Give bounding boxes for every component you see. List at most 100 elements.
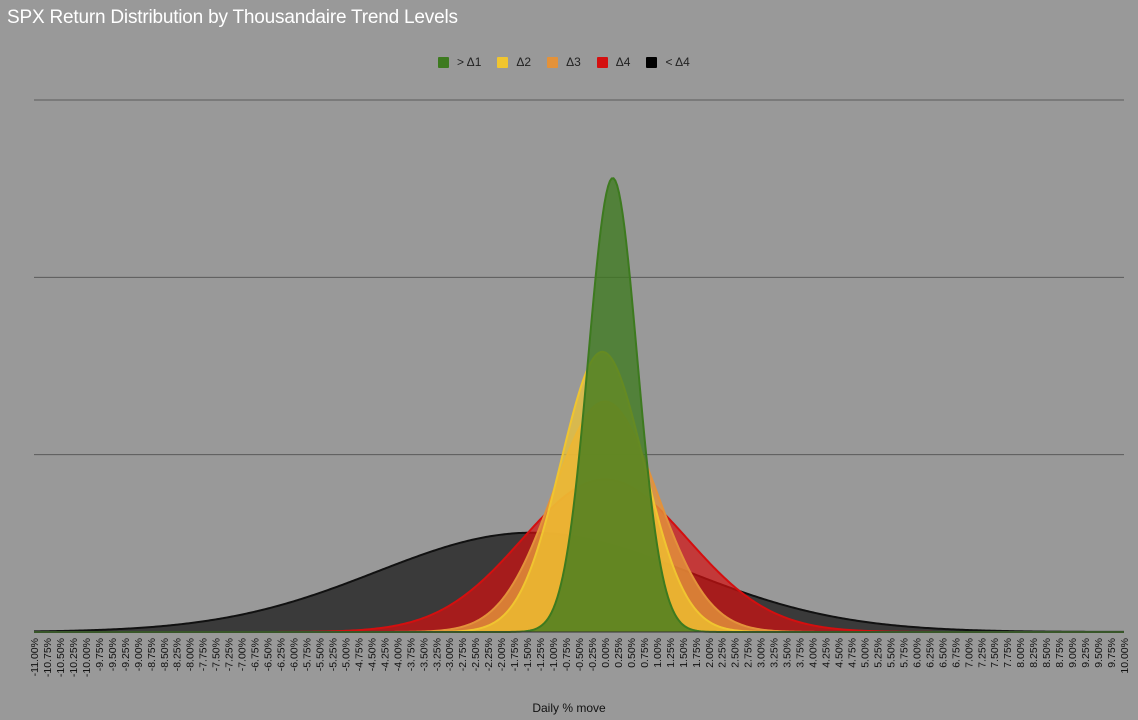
x-tick-label: -3.25%: [431, 638, 443, 671]
legend-label-d3: Δ3: [566, 55, 581, 69]
x-tick-label: -5.00%: [340, 638, 352, 671]
legend-swatch-lt-d4: [646, 56, 658, 68]
x-tick-label: -7.50%: [211, 638, 223, 671]
x-tick-label: 4.25%: [821, 638, 833, 668]
x-tick-label: 3.00%: [756, 638, 768, 668]
x-tick-label: -8.50%: [159, 638, 171, 671]
legend-swatch-d4: [596, 56, 608, 68]
x-tick-label: -0.50%: [574, 638, 586, 671]
legend-label-d4: Δ4: [615, 55, 631, 69]
x-tick-label: 9.50%: [1093, 638, 1105, 668]
x-tick-label: 10.00%: [1119, 638, 1131, 674]
x-tick-label: 4.75%: [847, 638, 859, 668]
x-tick-label: -10.25%: [68, 638, 80, 677]
x-tick-label: 7.50%: [989, 638, 1001, 668]
x-tick-label: -8.00%: [185, 638, 197, 671]
x-tick-label: -9.75%: [94, 638, 106, 671]
x-tick-label: -1.25%: [535, 638, 547, 671]
legend-item-gt-d1[interactable]: > Δ1: [438, 55, 481, 69]
legend-item-d4[interactable]: Δ4: [596, 55, 631, 69]
x-axis-title: Daily % move: [532, 701, 606, 715]
x-tick-label: -11.00%: [29, 638, 41, 676]
series-area-gt-d1[interactable]: [34, 178, 1124, 632]
x-tick-label: 1.00%: [652, 638, 664, 668]
x-tick-label: -4.00%: [392, 638, 404, 671]
legend-item-lt-d4[interactable]: < Δ4: [646, 55, 690, 69]
x-tick-label: 5.00%: [859, 638, 871, 668]
x-tick-label: -6.25%: [276, 638, 288, 671]
x-tick-label: -2.50%: [470, 638, 482, 671]
x-tick-label: -10.75%: [42, 638, 54, 677]
x-tick-label: 3.50%: [782, 638, 794, 668]
x-tick-label: 9.00%: [1067, 638, 1079, 668]
legend-label-gt-d1: > Δ1: [457, 55, 482, 69]
x-tick-label: 8.50%: [1041, 638, 1053, 668]
x-tick-label: 5.25%: [872, 638, 884, 668]
legend-swatch-d3: [547, 56, 559, 68]
x-tick-label: 5.50%: [885, 638, 897, 668]
x-tick-label: -8.25%: [172, 638, 184, 671]
x-tick-label: 9.75%: [1106, 638, 1118, 668]
x-tick-label: 5.75%: [898, 638, 910, 668]
x-tick-label: -2.75%: [457, 638, 469, 671]
legend-label-d2: Δ2: [516, 55, 532, 69]
x-tick-label: 4.00%: [808, 638, 820, 668]
x-axis: -11.00% -10.75% -10.50% -10.25% -10.00% -9.75…: [29, 631, 1131, 677]
x-tick-label: -3.00%: [444, 638, 456, 671]
x-tick-label: -6.00%: [289, 638, 301, 671]
x-tick-label: -3.75%: [405, 638, 417, 671]
x-tick-label: -5.50%: [314, 638, 326, 671]
x-tick-label: 2.25%: [717, 638, 729, 668]
x-tick-label: -6.50%: [263, 638, 275, 671]
x-tick-label: -4.25%: [379, 638, 391, 671]
x-tick-label: -10.00%: [81, 638, 93, 677]
x-tick-label: 7.25%: [976, 638, 988, 668]
x-tick-label: 8.00%: [1015, 638, 1027, 668]
x-tick-label: -2.25%: [483, 638, 495, 671]
x-tick-label: -7.00%: [237, 638, 249, 671]
legend-item-d3[interactable]: Δ3: [547, 55, 581, 69]
x-tick-label: -5.75%: [302, 638, 314, 671]
x-tick-label: 1.25%: [665, 638, 677, 668]
x-tick-label: 2.50%: [730, 638, 742, 668]
x-tick-label: -0.75%: [561, 638, 573, 671]
x-tick-label: 2.75%: [743, 638, 755, 668]
x-tick-label: 1.75%: [691, 638, 703, 668]
x-tick-label: 6.00%: [911, 638, 923, 668]
x-tick-label: -4.75%: [353, 638, 365, 671]
x-tick-label: 3.25%: [769, 638, 781, 668]
x-tick-label: -9.00%: [133, 638, 145, 671]
x-tick-label: 1.50%: [678, 638, 690, 668]
series-areas: [33, 177, 1125, 633]
x-tick-label: 8.75%: [1054, 638, 1066, 668]
x-tick-label: -9.50%: [107, 638, 119, 671]
x-tick-label: -2.00%: [496, 638, 508, 671]
legend-swatch-gt-d1: [438, 56, 449, 68]
x-tick-label: -5.25%: [327, 638, 339, 671]
legend-swatch-d2: [497, 56, 509, 68]
chart-legend: > Δ1 Δ2 Δ3 Δ4 < Δ4: [438, 55, 706, 69]
x-tick-label: 9.25%: [1080, 638, 1092, 668]
x-tick-label: 4.50%: [834, 638, 846, 668]
x-tick-label: 6.25%: [924, 638, 936, 668]
x-tick-label: -10.50%: [55, 638, 67, 677]
legend-item-d2[interactable]: Δ2: [497, 55, 531, 69]
x-tick-label: 0.00%: [600, 638, 612, 668]
x-tick-label: -1.00%: [548, 638, 560, 671]
legend-label-lt-d4: < Δ4: [665, 55, 690, 69]
x-tick-label: -4.50%: [366, 638, 378, 671]
x-tick-label: -1.75%: [509, 638, 521, 671]
x-tick-label: 0.50%: [626, 638, 638, 668]
x-tick-label: -6.75%: [250, 638, 262, 671]
x-tick-label: -7.25%: [224, 638, 236, 671]
x-tick-label: 8.25%: [1028, 638, 1040, 668]
x-tick-label: -9.25%: [120, 638, 132, 671]
x-tick-label: 6.50%: [937, 638, 949, 668]
x-tick-label: 6.75%: [950, 638, 962, 668]
x-tick-label: -8.75%: [146, 638, 158, 671]
x-tick-label: 3.75%: [795, 638, 807, 668]
x-tick-label: 7.00%: [963, 638, 975, 668]
x-tick-label: -7.75%: [198, 638, 210, 671]
chart-title: SPX Return Distribution by Thousandaire …: [7, 7, 458, 28]
